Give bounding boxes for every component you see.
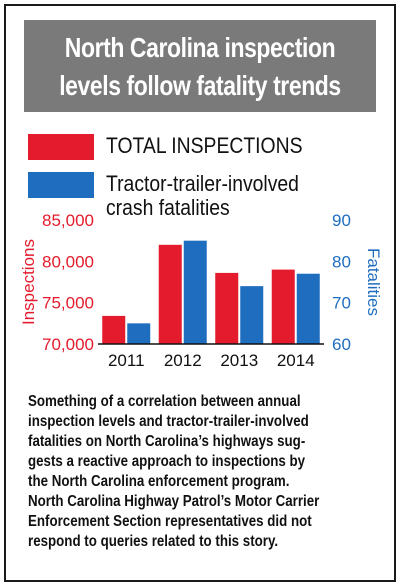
legend-label-inspections: TOTAL INSPECTIONS — [106, 134, 303, 158]
caption-line: fatalities on North Carolina’s highways … — [28, 433, 306, 450]
y-tick-label-left: 80,000 — [42, 252, 94, 271]
legend-label-fatalities: Tractor-trailer-involved crash fatalitie… — [106, 172, 299, 220]
legend-label-fatalities-line-2: crash fatalities — [106, 195, 230, 220]
y-tick-label-left: 70,000 — [42, 335, 94, 354]
caption-line: inspection levels and tractor-trailer-in… — [28, 413, 309, 430]
bar-inspections — [215, 272, 239, 344]
y-tick-label-right: 90 — [332, 211, 351, 230]
y-axis-label-right: Fatalities — [364, 248, 383, 316]
bar-fatalities — [127, 323, 151, 344]
y-axis-label-left: Inspections — [19, 239, 38, 325]
y-tick-label-right: 60 — [332, 335, 351, 354]
legend-label-inspections-line: TOTAL INSPECTIONS — [106, 133, 303, 158]
bar-fatalities — [240, 286, 264, 344]
caption-line: gests a reactive approach to inspections… — [28, 453, 306, 470]
bar-inspections — [158, 244, 182, 344]
caption-line: the North Carolina enforcement program. — [28, 473, 290, 490]
y-tick-label-left: 85,000 — [42, 211, 94, 230]
bar-inspections — [102, 315, 126, 344]
caption-line: North Carolina Highway Patrol’s Motor Ca… — [28, 493, 320, 510]
title-line-2: levels follow fatality trends — [59, 70, 341, 101]
infographic-frame: North Carolina inspection levels follow … — [4, 4, 396, 582]
legend-swatch-fatalities — [28, 172, 94, 198]
x-tick-label: 2011 — [108, 351, 145, 370]
y-tick-label-left: 75,000 — [42, 294, 94, 313]
title-line-1: North Carolina inspection — [64, 32, 336, 63]
bar-fatalities — [296, 273, 320, 344]
caption-line: Something of a correlation between annua… — [28, 393, 301, 410]
caption: Something of a correlation between annua… — [28, 392, 380, 552]
legend-item-fatalities: Tractor-trailer-involved crash fatalitie… — [28, 172, 325, 220]
bar-chart: 2011 2012 2013 2014 85,000 80,000 75,000 70,000… — [19, 211, 383, 370]
x-tick-label: 2014 — [277, 351, 315, 370]
caption-line: respond to queries related to this story… — [28, 533, 279, 550]
bar-inspections — [271, 269, 295, 344]
y-tick-label-right: 70 — [332, 294, 351, 313]
legend-swatch-inspections — [28, 134, 94, 160]
caption-line: Enforcement Section representatives did … — [28, 513, 312, 530]
y-tick-label-right: 80 — [332, 252, 351, 271]
title-banner: North Carolina inspection levels follow … — [24, 20, 376, 112]
legend-label-fatalities-line-1: Tractor-trailer-involved — [106, 171, 299, 196]
legend-item-inspections: TOTAL INSPECTIONS — [28, 134, 329, 160]
x-tick-label: 2013 — [220, 351, 258, 370]
x-tick-label: 2012 — [164, 351, 202, 370]
bar-fatalities — [183, 240, 207, 344]
